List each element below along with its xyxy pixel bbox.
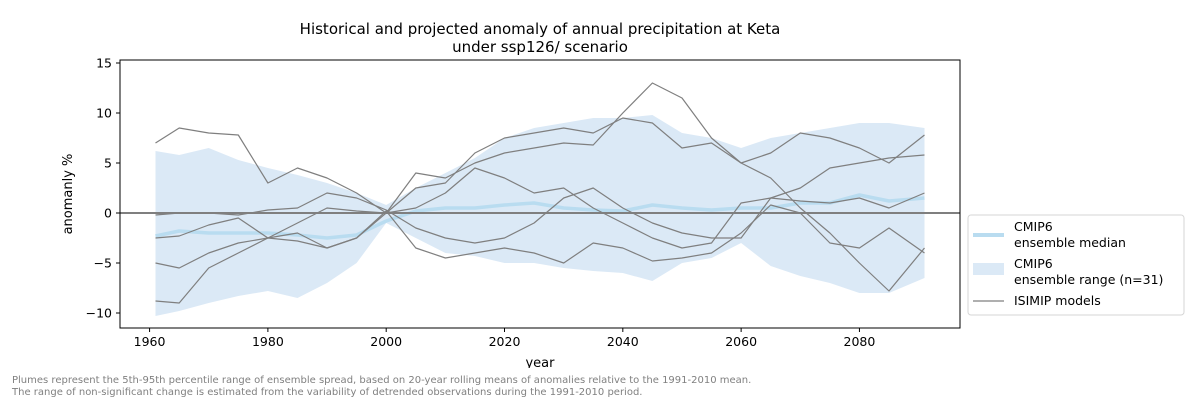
isimip-line-1 bbox=[155, 117, 925, 214]
isimip-line-4 bbox=[155, 204, 925, 304]
y-tick-label: 0 bbox=[104, 206, 112, 221]
x-tick-label: 2080 bbox=[844, 334, 876, 349]
footnote-line-1: Plumes represent the 5th-95th percentile… bbox=[12, 375, 752, 386]
chart-title-line-2: under ssp126/ scenario bbox=[452, 38, 628, 56]
isimip-line-2 bbox=[155, 154, 925, 244]
x-tick-label: 1960 bbox=[134, 334, 166, 349]
y-axis: −10 −5 0 5 10 15 bbox=[86, 56, 120, 321]
x-tick-label: 1980 bbox=[252, 334, 284, 349]
x-axis-label: year bbox=[525, 356, 555, 368]
footnote-line-2: The range of non-significant change is e… bbox=[12, 387, 643, 398]
plot-frame bbox=[119, 59, 961, 329]
y-tick-label: −10 bbox=[86, 306, 112, 321]
legend-frame bbox=[967, 214, 1185, 316]
x-tick-label: 2060 bbox=[725, 334, 757, 349]
x-axis: 1960 1980 2000 2020 2040 2060 2080 bbox=[134, 328, 876, 349]
legend-range-label-1: CMIP6 bbox=[1014, 256, 1053, 271]
x-tick-label: 2000 bbox=[370, 334, 402, 349]
x-tick-label: 2040 bbox=[607, 334, 639, 349]
isimip-line-3 bbox=[155, 82, 925, 292]
x-tick-label: 2020 bbox=[489, 334, 521, 349]
y-tick-label: 15 bbox=[96, 56, 112, 71]
chart: Historical and projected anomaly of annu… bbox=[61, 20, 1185, 368]
y-tick-label: 10 bbox=[96, 106, 112, 121]
isimip-line-5 bbox=[155, 167, 925, 249]
legend-range-swatch bbox=[973, 263, 1004, 275]
y-tick-label: 5 bbox=[104, 156, 112, 171]
legend-range-label-2: ensemble range (n=31) bbox=[1014, 272, 1163, 287]
plot-area bbox=[119, 59, 961, 329]
legend: CMIP6 ensemble median CMIP6 ensemble ran… bbox=[967, 214, 1185, 316]
legend-isimip-label: ISIMIP models bbox=[1014, 293, 1101, 308]
legend-median-label-2: ensemble median bbox=[1014, 235, 1126, 250]
chart-title-line-1: Historical and projected anomaly of annu… bbox=[300, 20, 781, 38]
y-tick-label: −5 bbox=[94, 256, 112, 271]
y-axis-label: anomanly % bbox=[61, 154, 76, 235]
isimip-lines bbox=[155, 82, 925, 304]
legend-median-label-1: CMIP6 bbox=[1014, 219, 1053, 234]
ensemble-range-band bbox=[155, 115, 925, 316]
